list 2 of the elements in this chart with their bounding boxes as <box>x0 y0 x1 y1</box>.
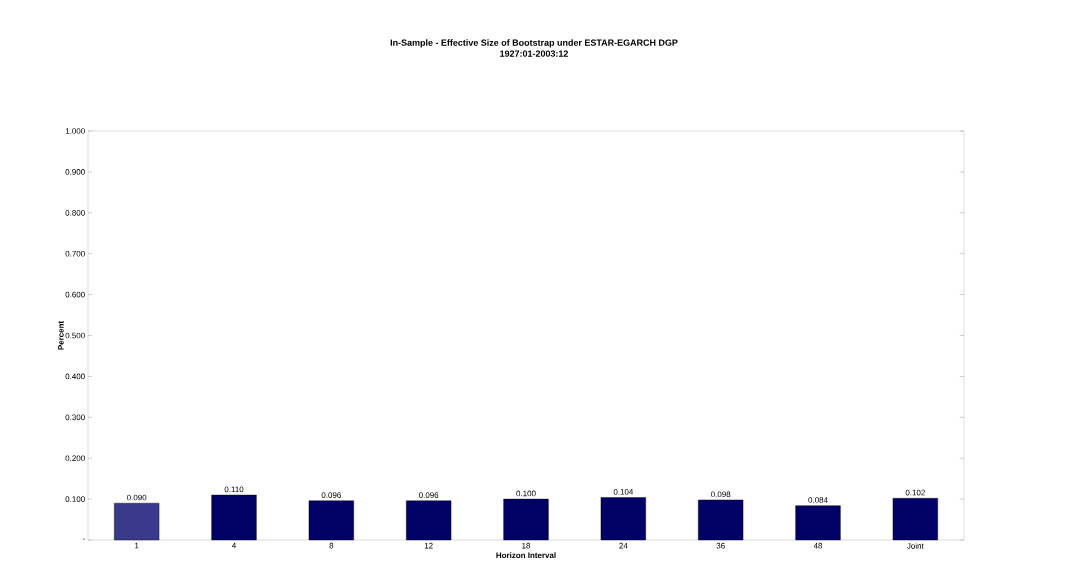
chart-title: In-Sample - Effective Size of Bootstrap under ESTAR-EGARCH DGP <box>390 39 678 48</box>
chart-subtitle: 1927:01-2003:12 <box>500 50 569 57</box>
